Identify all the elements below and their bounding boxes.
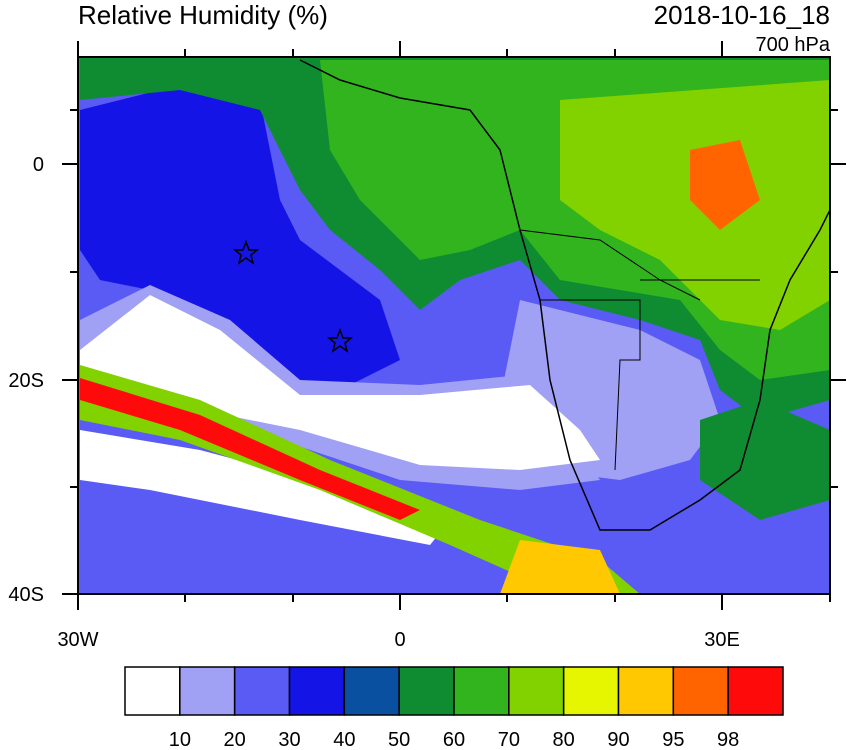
colorbar-label: 80 xyxy=(553,729,575,750)
title: Relative Humidity (%) xyxy=(78,0,328,30)
colorbar-swatch xyxy=(124,666,181,716)
colorbar-swatch xyxy=(398,666,455,716)
colorbar-swatch xyxy=(233,666,291,716)
colorbar-label: 98 xyxy=(717,729,739,750)
station-marker xyxy=(232,239,354,353)
field-region xyxy=(80,365,640,594)
colorbar-swatch xyxy=(343,666,400,716)
colorbar-label: 95 xyxy=(662,729,684,750)
colorbar-label: 30 xyxy=(278,729,300,750)
border xyxy=(519,229,760,471)
colorbar-swatch xyxy=(672,666,729,716)
x-label: 0 xyxy=(394,629,405,651)
x-label: 30W xyxy=(57,629,98,651)
colorbar-swatch xyxy=(617,666,675,716)
field-region xyxy=(80,80,400,395)
x-label: 30E xyxy=(704,629,740,651)
coastline xyxy=(299,59,401,99)
y-label: 0 xyxy=(33,154,44,176)
colorbar-swatch xyxy=(508,666,565,716)
level-label: 700 hPa xyxy=(755,34,830,56)
colorbar-label: 40 xyxy=(333,729,355,750)
y-label: 40S xyxy=(8,584,44,606)
colorbar-swatch xyxy=(453,666,510,716)
colorbar-swatch xyxy=(727,666,784,716)
field-region xyxy=(80,430,450,545)
colorbar-label: 10 xyxy=(169,729,191,750)
colorbar-label: 20 xyxy=(224,729,246,750)
colorbar-label: 50 xyxy=(388,729,410,750)
axis-ticks xyxy=(62,41,846,610)
colorbar-label: 90 xyxy=(607,729,629,750)
colorbar-swatch xyxy=(179,666,236,716)
coastline xyxy=(399,97,830,531)
field-region xyxy=(80,295,600,470)
humidity-field xyxy=(78,57,830,594)
field-region xyxy=(80,378,420,520)
field-region xyxy=(500,540,620,594)
colorbar-label: 70 xyxy=(498,729,520,750)
field-region xyxy=(690,140,760,230)
y-label: 20S xyxy=(8,370,44,392)
field-region xyxy=(700,400,830,520)
time-label: 2018-10-16_18 xyxy=(654,0,830,30)
colorbar-swatch xyxy=(288,666,346,716)
colorbar-swatch xyxy=(562,666,620,716)
colorbar-label: 60 xyxy=(443,729,465,750)
map-frame xyxy=(77,56,831,595)
